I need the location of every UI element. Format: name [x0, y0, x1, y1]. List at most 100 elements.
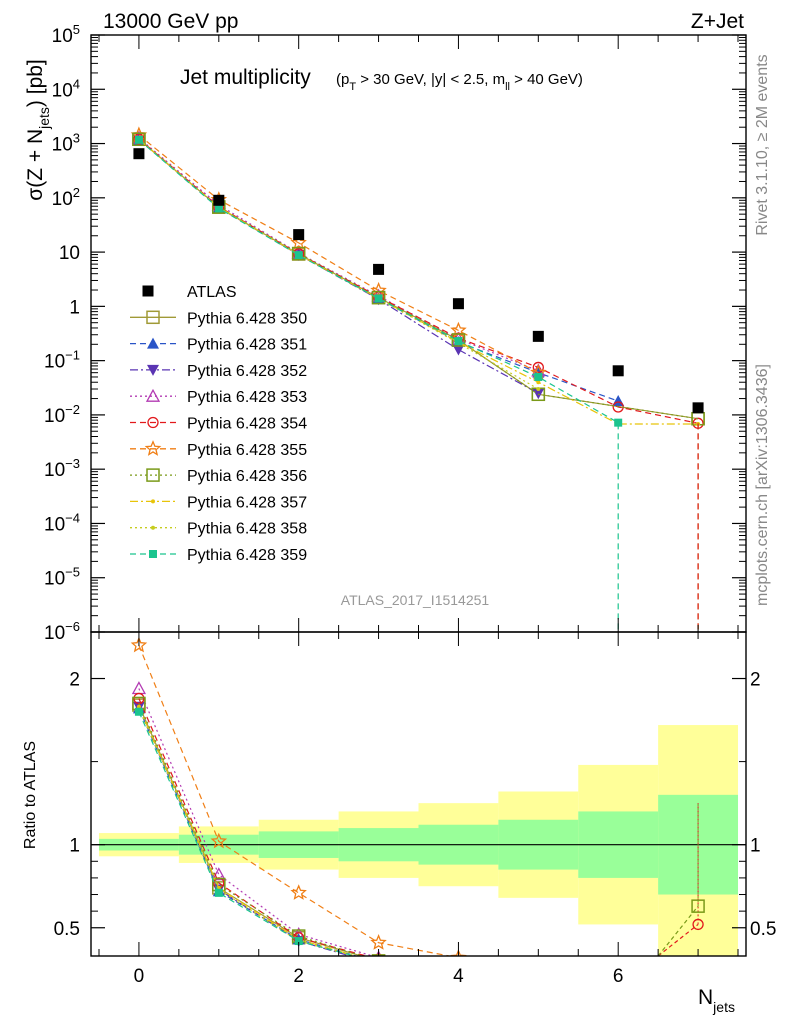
- series-line: [138, 134, 539, 374]
- ratio-marker: [377, 961, 381, 965]
- data-point: [213, 194, 225, 206]
- y-tick-label: 10−1: [44, 348, 80, 373]
- series-marker: [290, 234, 307, 250]
- ratio-line: [138, 708, 357, 956]
- y-tick-label: 105: [52, 22, 80, 47]
- top-frame: [90, 34, 747, 633]
- legend-marker: [147, 416, 159, 429]
- legend-label: Pythia 6.428 351: [187, 337, 307, 354]
- series-line: [138, 139, 539, 390]
- legend-marker: [146, 468, 160, 482]
- ratio-marker: [373, 957, 385, 968]
- series-marker: [614, 418, 623, 427]
- data-point: [612, 365, 624, 377]
- series-marker: [454, 337, 463, 346]
- ratio-marker: [373, 959, 385, 970]
- legend-label: Pythia 6.428 354: [187, 416, 307, 433]
- ratio-marker: [370, 933, 387, 950]
- series-line: [138, 139, 619, 424]
- y-axis-label-top: σ(Z + Njets) [pb]: [24, 59, 52, 201]
- ratio-line: [138, 645, 453, 956]
- ratio-marker: [294, 937, 303, 946]
- ratio-y-tick-label-right: 0.5: [750, 919, 776, 940]
- ratio-marker: [210, 832, 228, 849]
- series-line: [138, 138, 539, 394]
- series-marker: [532, 361, 544, 374]
- series-marker: [132, 132, 146, 146]
- legend-marker-atlas: [142, 285, 154, 297]
- data-point: [452, 298, 464, 310]
- legend-marker: [147, 364, 159, 376]
- ratio-marker: [290, 884, 307, 900]
- y-tick-label: 10−5: [44, 565, 80, 590]
- legend-marker: [151, 499, 155, 504]
- ratio-y-tick-label-right: 1: [750, 836, 761, 857]
- mcplots-label: mcplots.cern.ch [arXiv:1306.3436]: [754, 364, 771, 606]
- legend-marker: [149, 550, 157, 558]
- ratio-line: [138, 688, 375, 956]
- legend-label: Pythia 6.428 356: [187, 468, 307, 485]
- series-marker: [291, 246, 306, 261]
- x-tick-label: 2: [293, 966, 304, 987]
- legend-marker: [146, 310, 160, 325]
- legend-label-atlas: ATLAS: [187, 284, 237, 301]
- series-marker: [451, 333, 466, 347]
- ratio-line: [138, 706, 359, 956]
- ratio-marker: [371, 954, 386, 956]
- y-axis-label-ratio: Ratio to ATLAS: [22, 741, 39, 849]
- legend-label: Pythia 6.428 353: [187, 389, 307, 406]
- ratio-marker: [375, 959, 383, 967]
- legend: ATLAS Pythia 6.428 350 Pythia 6.428 351 Pyt…: [130, 284, 307, 564]
- rivet-version-label: Rivet 3.1.10, ≥ 2M events: [754, 54, 771, 235]
- series-marker: [536, 380, 541, 385]
- ratio-line: [138, 703, 365, 956]
- y-tick-label: 104: [52, 76, 80, 101]
- y-tick-label: 10: [59, 243, 80, 264]
- data-point: [133, 148, 145, 160]
- y-tick-label: 10−2: [44, 402, 80, 427]
- data-point: [692, 402, 704, 414]
- analysis-tag: ATLAS_2017_I1514251: [341, 592, 490, 608]
- series-marker: [294, 251, 303, 260]
- y-tick-label: 10−3: [44, 456, 80, 481]
- x-tick-label: 0: [134, 966, 145, 987]
- axes: 10−610−510−410−310−210−11101021031041050…: [44, 22, 776, 987]
- ratio-y-tick-label: 1: [69, 836, 80, 857]
- ratio-marker: [214, 888, 223, 897]
- series-marker: [371, 290, 386, 305]
- ratio-plot-content: [130, 636, 705, 970]
- ratio-edge-line: [657, 923, 699, 956]
- plot-title: Jet multiplicity: [180, 66, 311, 89]
- header-process-label: Z+Jet: [691, 10, 744, 33]
- series-marker: [370, 281, 387, 298]
- ratio-marker: [211, 867, 226, 881]
- data-point: [293, 229, 305, 241]
- data-point: [532, 330, 544, 342]
- ratio-marker: [130, 636, 148, 653]
- x-axis-label: Njets: [698, 986, 735, 1015]
- header-collision-label: 13000 GeV pp: [103, 10, 238, 33]
- series-line: [138, 138, 699, 424]
- series-line: [138, 138, 699, 420]
- legend-label: Pythia 6.428 355: [187, 442, 307, 459]
- series-line: [138, 138, 699, 425]
- series-marker: [374, 294, 383, 303]
- legend-marker: [145, 388, 161, 402]
- legend-label: Pythia 6.428 357: [187, 494, 307, 511]
- uncertainty-bands: [91, 725, 746, 956]
- y-tick-label: 1: [69, 297, 80, 318]
- series-marker: [534, 372, 543, 381]
- data-point: [373, 263, 385, 275]
- y-tick-label: 10−6: [44, 619, 80, 644]
- ratio-marker: [377, 961, 381, 965]
- x-tick-label: 4: [453, 966, 464, 987]
- top-plot-content: [130, 126, 705, 632]
- ratio-marker: [371, 954, 386, 956]
- ratio-y-tick-label-right: 2: [750, 670, 761, 691]
- plot-cuts: (pT > 30 GeV, |y| < 2.5, mll > 40 GeV): [336, 71, 583, 93]
- ratio-y-tick-label: 2: [69, 670, 80, 691]
- ratio-edge-line: [657, 905, 699, 956]
- ratio-y-tick-label: 0.5: [54, 919, 80, 940]
- series-marker: [214, 204, 223, 213]
